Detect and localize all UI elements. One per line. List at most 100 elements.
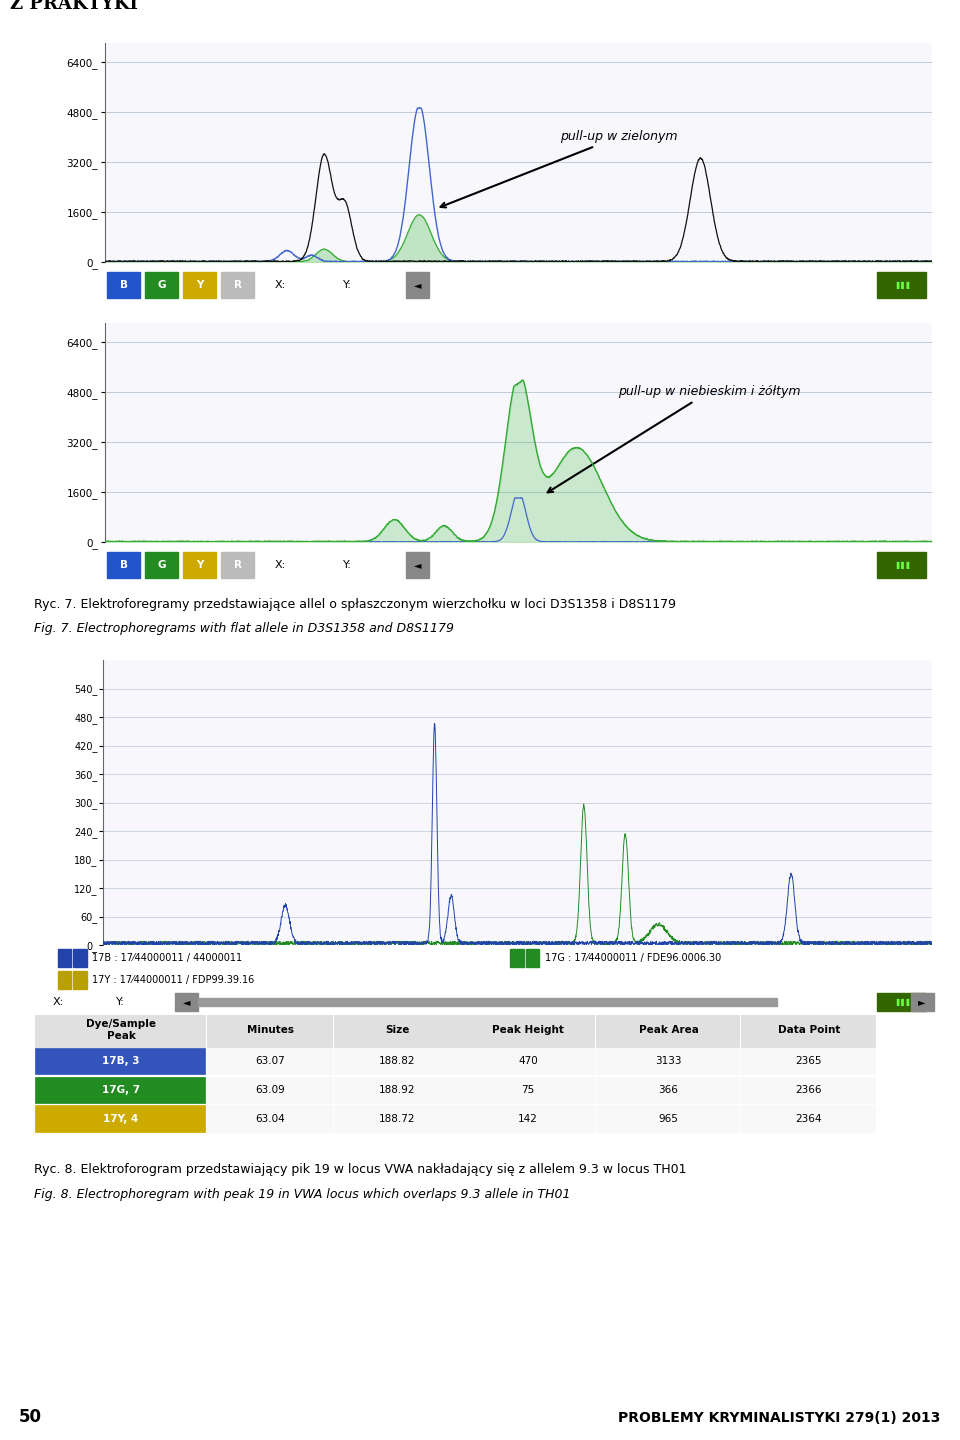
Bar xyxy=(35,1048,205,1074)
Bar xyxy=(222,553,254,577)
Text: pull-up w zielonym: pull-up w zielonym xyxy=(441,131,678,207)
Bar xyxy=(741,1048,875,1074)
Text: PROBLEMY KRYMINALISTYKI 279(1) 2013: PROBLEMY KRYMINALISTYKI 279(1) 2013 xyxy=(618,1411,941,1424)
Text: 188.72: 188.72 xyxy=(379,1113,416,1123)
Text: 470: 470 xyxy=(518,1056,539,1066)
Bar xyxy=(176,992,198,1011)
Bar xyxy=(35,1077,205,1103)
Bar xyxy=(58,949,71,966)
Text: 965: 965 xyxy=(659,1113,679,1123)
Text: ◄: ◄ xyxy=(414,279,421,289)
Text: ▐▐▐: ▐▐▐ xyxy=(893,562,909,569)
Bar xyxy=(876,272,926,298)
Bar xyxy=(334,1048,459,1074)
Text: 50: 50 xyxy=(19,1408,42,1427)
Text: Z PRAKTYKI: Z PRAKTYKI xyxy=(10,0,137,13)
Text: 142: 142 xyxy=(518,1113,539,1123)
Bar xyxy=(525,949,540,966)
Text: 2364: 2364 xyxy=(796,1113,822,1123)
Bar xyxy=(145,553,178,577)
Bar xyxy=(741,1106,875,1132)
Bar xyxy=(145,272,178,298)
Text: 188.92: 188.92 xyxy=(379,1084,416,1094)
Text: X:: X: xyxy=(53,996,64,1007)
Text: 75: 75 xyxy=(521,1084,535,1094)
Text: Peak Height: Peak Height xyxy=(492,1025,564,1035)
Text: 17Y, 4: 17Y, 4 xyxy=(104,1113,138,1123)
Text: 366: 366 xyxy=(659,1084,679,1094)
Bar xyxy=(334,1015,459,1047)
Bar xyxy=(183,553,216,577)
Bar xyxy=(207,1077,332,1103)
Text: 17B, 3: 17B, 3 xyxy=(102,1056,140,1066)
Bar xyxy=(876,992,926,1011)
Text: ▐▐▐: ▐▐▐ xyxy=(893,281,909,288)
Text: 17Y : 17⁄44000011 / FDP99.39.16: 17Y : 17⁄44000011 / FDP99.39.16 xyxy=(92,975,254,985)
Bar xyxy=(911,992,934,1011)
Bar xyxy=(222,272,254,298)
Text: 17G : 17⁄44000011 / FDE96.0006.30: 17G : 17⁄44000011 / FDE96.0006.30 xyxy=(544,953,721,963)
Text: Y:: Y: xyxy=(343,279,351,289)
Text: Fig. 8. Electrophoregram with peak 19 in VWA locus which overlaps 9.3 allele in : Fig. 8. Electrophoregram with peak 19 in… xyxy=(34,1188,570,1201)
Bar xyxy=(596,1048,739,1074)
Text: G: G xyxy=(157,560,166,570)
Bar xyxy=(207,1106,332,1132)
Text: Y:: Y: xyxy=(343,560,351,570)
Bar xyxy=(461,1106,594,1132)
Text: ◄: ◄ xyxy=(182,996,190,1007)
Text: 2365: 2365 xyxy=(796,1056,822,1066)
Bar xyxy=(461,1077,594,1103)
Text: 2366: 2366 xyxy=(796,1084,822,1094)
Text: B: B xyxy=(120,279,128,289)
Bar xyxy=(198,998,777,1007)
Bar xyxy=(406,553,429,577)
Text: X:: X: xyxy=(275,560,286,570)
Text: Y:: Y: xyxy=(116,996,126,1007)
Text: Fig. 7. Electrophoregrams with flat allele in D3S1358 and D8S1179: Fig. 7. Electrophoregrams with flat alle… xyxy=(34,622,454,635)
Text: ►: ► xyxy=(918,996,925,1007)
Bar xyxy=(35,1106,205,1132)
Bar xyxy=(73,971,86,989)
Text: X:: X: xyxy=(275,279,286,289)
Bar xyxy=(108,553,140,577)
Text: Dye/Sample
Peak: Dye/Sample Peak xyxy=(86,1020,156,1041)
Bar xyxy=(334,1077,459,1103)
Text: 63.07: 63.07 xyxy=(255,1056,285,1066)
Bar xyxy=(741,1015,875,1047)
Text: ▐▐▐: ▐▐▐ xyxy=(893,998,909,1005)
Text: Data Point: Data Point xyxy=(778,1025,840,1035)
Text: Y: Y xyxy=(196,560,204,570)
Bar xyxy=(876,553,926,577)
Bar xyxy=(35,1015,205,1047)
Text: Ryc. 8. Elektroforogram przedstawiający pik 19 w locus VWA nakładający się z all: Ryc. 8. Elektroforogram przedstawiający … xyxy=(34,1164,686,1176)
Text: 63.04: 63.04 xyxy=(255,1113,285,1123)
Bar xyxy=(461,1048,594,1074)
Text: Minutes: Minutes xyxy=(247,1025,294,1035)
Text: 17B : 17⁄44000011 / 44000011: 17B : 17⁄44000011 / 44000011 xyxy=(92,953,242,963)
Text: Ryc. 7. Elektroforegramy przedstawiające allel o spłaszczonym wierzchołku w loci: Ryc. 7. Elektroforegramy przedstawiające… xyxy=(34,598,676,611)
Bar xyxy=(334,1106,459,1132)
Bar xyxy=(108,272,140,298)
Text: R: R xyxy=(233,560,242,570)
Bar xyxy=(207,1015,332,1047)
Text: B: B xyxy=(120,560,128,570)
Text: G: G xyxy=(157,279,166,289)
Bar xyxy=(461,1015,594,1047)
Text: 17G, 7: 17G, 7 xyxy=(102,1084,140,1094)
Bar xyxy=(207,1048,332,1074)
Text: 188.82: 188.82 xyxy=(379,1056,416,1066)
Text: ◄: ◄ xyxy=(414,560,421,570)
Text: 3133: 3133 xyxy=(656,1056,682,1066)
Text: Y: Y xyxy=(196,279,204,289)
Text: Size: Size xyxy=(385,1025,409,1035)
Text: pull-up w niebieskim i żółtym: pull-up w niebieskim i żółtym xyxy=(547,386,801,492)
Bar xyxy=(58,971,71,989)
Bar xyxy=(510,949,524,966)
Bar xyxy=(596,1015,739,1047)
Text: 63.09: 63.09 xyxy=(255,1084,285,1094)
Bar xyxy=(596,1106,739,1132)
Bar xyxy=(741,1077,875,1103)
Bar xyxy=(73,949,86,966)
Bar xyxy=(183,272,216,298)
Text: Peak Area: Peak Area xyxy=(638,1025,699,1035)
